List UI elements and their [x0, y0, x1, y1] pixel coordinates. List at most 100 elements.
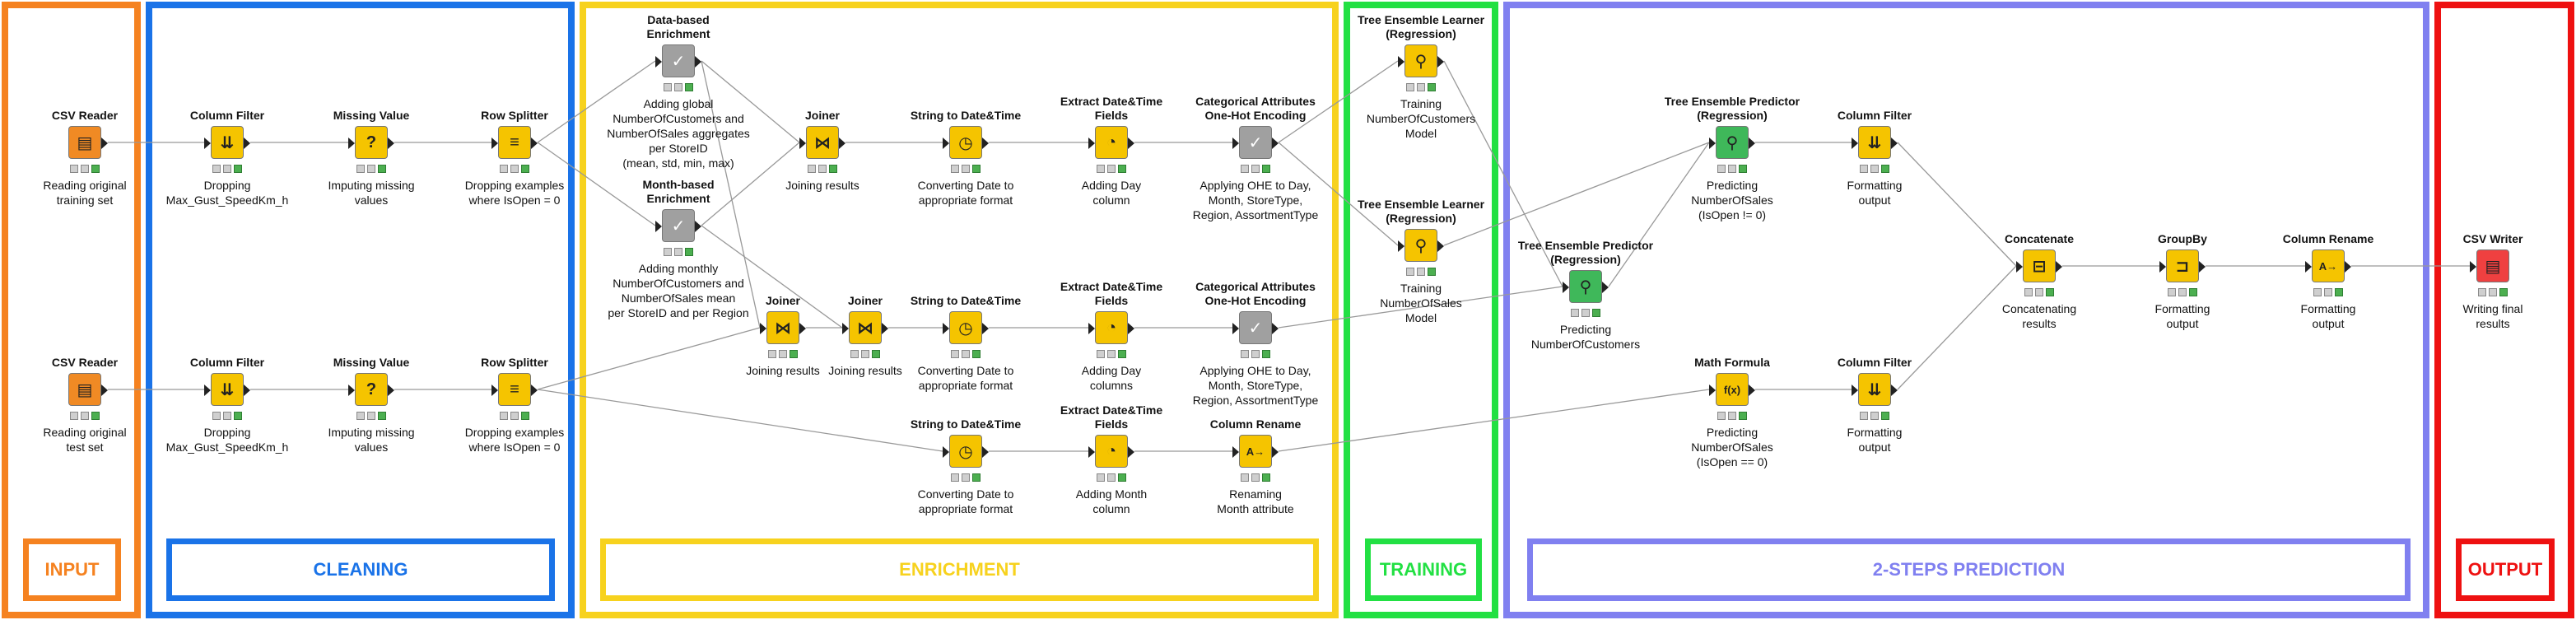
input-port-icon[interactable]	[491, 138, 498, 149]
input-port-icon[interactable]	[204, 385, 211, 396]
output-port-icon[interactable]	[244, 385, 250, 396]
node-groupby[interactable]: GroupBy ⊐ Formatting output	[2075, 232, 2290, 331]
node-col-filter-4[interactable]: Column Filter ⇊ Formatting output	[1768, 356, 1982, 455]
output-port-icon[interactable]	[839, 138, 845, 149]
node-col-filter-2[interactable]: Column Filter ⇊ Dropping Max_Gust_SpeedKm_…	[120, 356, 334, 455]
output-port-icon[interactable]	[388, 138, 394, 149]
output-port-icon[interactable]	[1891, 138, 1898, 149]
node-row-split-2[interactable]: Row Splitter ≡ Dropping examples where IsO…	[408, 356, 622, 455]
input-port-icon[interactable]	[2305, 261, 2312, 273]
output-port-icon[interactable]	[1272, 323, 1279, 334]
input-port-icon[interactable]	[1709, 385, 1716, 396]
filter-icon[interactable]: ⇊	[1852, 126, 1898, 159]
output-port-icon[interactable]	[1272, 446, 1279, 458]
input-port-icon[interactable]	[491, 385, 498, 396]
input-port-icon[interactable]	[1088, 323, 1095, 334]
output-port-icon[interactable]	[101, 385, 108, 396]
input-port-icon[interactable]	[348, 138, 355, 149]
file-table-icon[interactable]: ▤	[68, 126, 108, 159]
node-tel-customers[interactable]: Tree Ensemble Learner (Regression) ⚲ Train…	[1314, 13, 1528, 141]
node-missing-1[interactable]: Missing Value? Imputing missing values	[264, 109, 478, 207]
node-concatenate[interactable]: Concatenate ⊟ Concatenating results	[1932, 232, 2146, 331]
node-extract-dt-2[interactable]: Extract Date&Time Fields ◔ Adding Day colu…	[1004, 280, 1218, 393]
filter-icon[interactable]: ⇊	[204, 373, 250, 406]
metanode-icon[interactable]: ✓	[655, 44, 701, 77]
join-icon[interactable]: ⋈	[842, 311, 888, 344]
tree-predictor-icon[interactable]: ⚲	[1709, 126, 1755, 159]
node-str2date-3[interactable]: String to Date&Time ◷ Converting Date to a…	[859, 417, 1073, 516]
input-port-icon[interactable]	[655, 56, 662, 68]
output-port-icon[interactable]	[531, 138, 538, 149]
input-port-icon[interactable]	[1232, 138, 1239, 149]
output-port-icon[interactable]	[982, 323, 989, 334]
output-port-icon[interactable]	[695, 221, 701, 232]
node-tep-sales[interactable]: Tree Ensemble Predictor (Regression) ⚲ Pre…	[1625, 95, 1839, 222]
split-icon[interactable]: ≡	[491, 373, 538, 406]
node-row-split-1[interactable]: Row Splitter ≡ Dropping examples where IsO…	[408, 109, 622, 207]
tree-learner-icon[interactable]: ⚲	[1398, 44, 1444, 77]
rename-icon[interactable]: A→	[2305, 249, 2351, 282]
output-port-icon[interactable]	[1128, 446, 1134, 458]
filter-icon[interactable]: ⇊	[1852, 373, 1898, 406]
join-icon[interactable]: ⋈	[760, 311, 806, 344]
input-port-icon[interactable]	[1088, 138, 1095, 149]
input-port-icon[interactable]	[760, 323, 766, 334]
output-port-icon[interactable]	[882, 323, 888, 334]
node-csv-reader-test[interactable]: CSV Reader ▤ Reading original test set	[0, 356, 192, 455]
output-port-icon[interactable]	[1437, 240, 1444, 252]
input-port-icon[interactable]	[655, 221, 662, 232]
question-icon[interactable]: ?	[348, 126, 394, 159]
output-port-icon[interactable]	[101, 138, 108, 149]
node-month-enrich[interactable]: Month-based Enrichment ✓ Adding monthly Nu…	[571, 178, 785, 320]
output-port-icon[interactable]	[1272, 138, 1279, 149]
tree-predictor-icon[interactable]: ⚲	[1563, 270, 1609, 303]
input-port-icon[interactable]	[1852, 385, 1858, 396]
node-str2date-2[interactable]: String to Date&Time ◷ Converting Date to a…	[859, 294, 1073, 393]
input-port-icon[interactable]	[1232, 446, 1239, 458]
concatenate-icon[interactable]: ⊟	[2016, 249, 2062, 282]
split-icon[interactable]: ≡	[491, 126, 538, 159]
node-tep-customers[interactable]: Tree Ensemble Predictor (Regression) ⚲ Pre…	[1479, 239, 1693, 352]
tree-learner-icon[interactable]: ⚲	[1398, 229, 1444, 262]
metanode-icon[interactable]: ✓	[1232, 311, 1279, 344]
node-csv-writer[interactable]: CSV Writer ▤ Writing final results	[2386, 232, 2576, 331]
output-port-icon[interactable]	[982, 138, 989, 149]
output-port-icon[interactable]	[2345, 261, 2351, 273]
output-port-icon[interactable]	[1128, 323, 1134, 334]
input-port-icon[interactable]	[1398, 56, 1404, 68]
output-port-icon[interactable]	[388, 385, 394, 396]
question-icon[interactable]: ?	[348, 373, 394, 406]
output-port-icon[interactable]	[982, 446, 989, 458]
node-tel-sales[interactable]: Tree Ensemble Learner (Regression) ⚲ Train…	[1314, 198, 1528, 325]
node-ohe-2[interactable]: Categorical Attributes One-Hot Encoding ✓…	[1148, 280, 1363, 408]
input-port-icon[interactable]	[1852, 138, 1858, 149]
metanode-icon[interactable]: ✓	[655, 209, 701, 242]
rename-icon[interactable]: A→	[1232, 435, 1279, 468]
clock-icon[interactable]: ◔	[1088, 435, 1134, 468]
input-port-icon[interactable]	[1232, 323, 1239, 334]
node-col-rename-1[interactable]: Column Rename A→ Renaming Month attribute	[1148, 417, 1363, 516]
input-port-icon[interactable]	[1563, 282, 1569, 293]
clock-icon[interactable]: ◔	[1088, 126, 1134, 159]
node-joiner-2[interactable]: Joiner ⋈ Joining results	[676, 294, 890, 378]
file-table-icon[interactable]: ▤	[68, 373, 108, 406]
input-port-icon[interactable]	[943, 323, 949, 334]
input-port-icon[interactable]	[2016, 261, 2023, 273]
filter-icon[interactable]: ⇊	[204, 126, 250, 159]
input-port-icon[interactable]	[2470, 261, 2476, 273]
node-col-filter-3[interactable]: Column Filter ⇊ Formatting output	[1768, 109, 1982, 207]
metanode-icon[interactable]: ✓	[1232, 126, 1279, 159]
clock-icon[interactable]: ◷	[943, 435, 989, 468]
input-port-icon[interactable]	[842, 323, 849, 334]
node-csv-reader-train[interactable]: CSV Reader ▤ Reading original training set	[0, 109, 192, 207]
input-port-icon[interactable]	[943, 138, 949, 149]
node-math-formula[interactable]: Math Formula f(x) Predicting NumberOfSales…	[1625, 356, 1839, 469]
clock-icon[interactable]: ◷	[943, 126, 989, 159]
node-extract-dt-1[interactable]: Extract Date&Time Fields ◔ Adding Day colu…	[1004, 95, 1218, 207]
file-write-icon[interactable]: ▤	[2470, 249, 2509, 282]
output-port-icon[interactable]	[799, 323, 806, 334]
output-port-icon[interactable]	[2056, 261, 2062, 273]
node-str2date-1[interactable]: String to Date&Time ◷ Converting Date to a…	[859, 109, 1073, 207]
output-port-icon[interactable]	[1749, 385, 1755, 396]
input-port-icon[interactable]	[2159, 261, 2166, 273]
